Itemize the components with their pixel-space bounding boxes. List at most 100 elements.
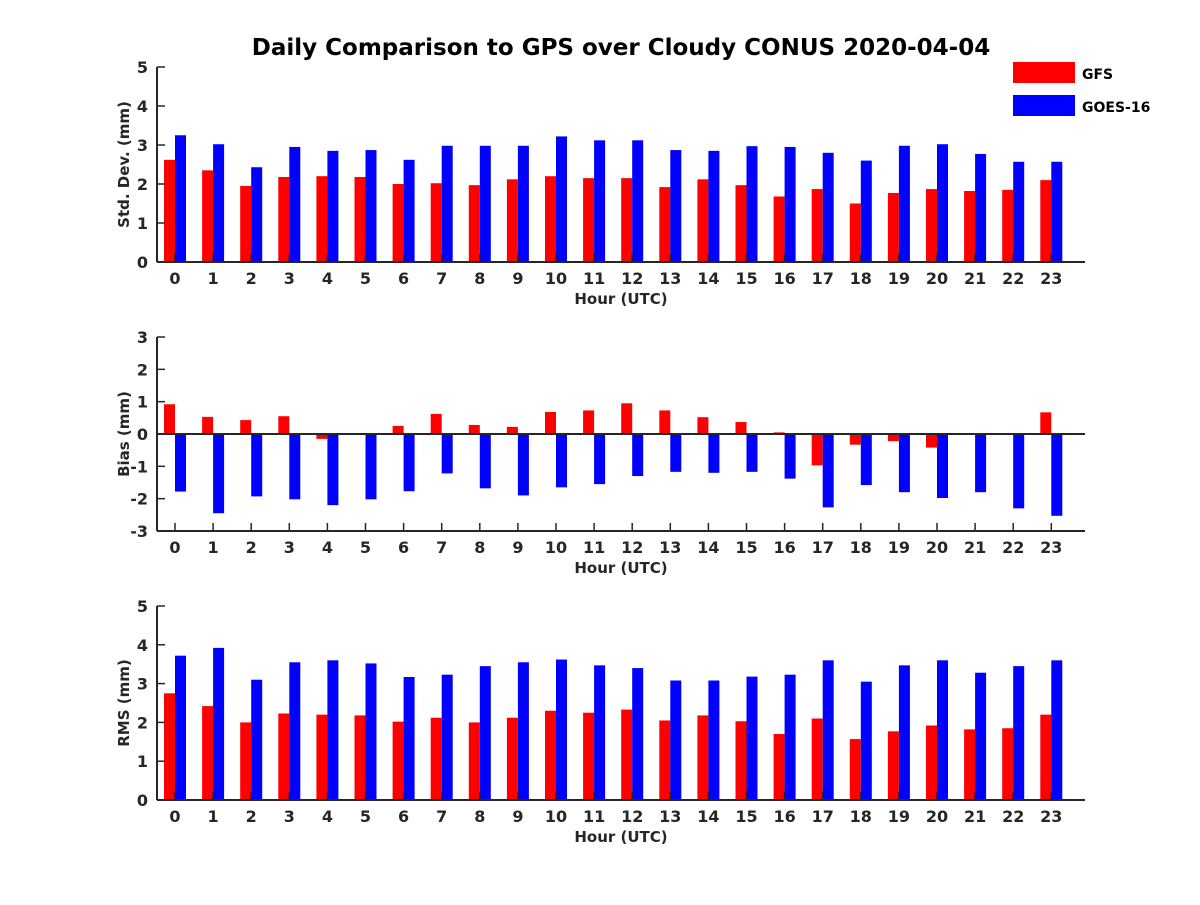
y-tick-label: 2 [137, 360, 148, 379]
bar-gfs-hour-5 [355, 177, 366, 262]
x-tick-label: 2 [246, 269, 257, 288]
bar-goes16-hour-17 [823, 153, 834, 262]
x-tick-label: 9 [512, 538, 523, 557]
x-tick-label: 22 [1002, 538, 1024, 557]
y-axis-label: RMS (mm) [115, 659, 133, 746]
y-tick-label: 1 [137, 214, 148, 233]
bar-goes16-hour-8 [480, 146, 491, 262]
x-tick-label: 23 [1040, 538, 1062, 557]
y-axis-label: Bias (mm) [115, 391, 133, 477]
bar-goes16-hour-4 [327, 434, 338, 505]
x-tick-label: 11 [583, 269, 605, 288]
bar-gfs-hour-16 [774, 734, 785, 800]
bar-goes16-hour-11 [594, 434, 605, 484]
bar-goes16-hour-10 [556, 136, 567, 262]
x-tick-label: 13 [659, 807, 681, 826]
x-tick-label: 16 [773, 538, 795, 557]
bar-goes16-hour-8 [480, 666, 491, 800]
bar-goes16-hour-23 [1051, 434, 1062, 516]
x-tick-label: 14 [697, 538, 719, 557]
x-tick-label: 20 [926, 538, 948, 557]
x-tick-label: 19 [888, 269, 910, 288]
x-tick-label: 10 [545, 538, 567, 557]
x-tick-label: 8 [474, 538, 485, 557]
bar-goes16-hour-6 [404, 160, 415, 262]
bar-goes16-hour-13 [670, 680, 681, 800]
bar-gfs-hour-20 [926, 726, 937, 800]
legend-label-goes16: GOES-16 [1082, 100, 1150, 116]
bar-goes16-hour-12 [632, 434, 643, 476]
y-tick-label: 3 [137, 675, 148, 694]
bar-goes16-hour-14 [708, 151, 719, 262]
bar-goes16-hour-23 [1051, 162, 1062, 262]
bar-gfs-hour-23 [1040, 412, 1051, 434]
bar-gfs-hour-17 [812, 189, 823, 262]
bar-goes16-hour-23 [1051, 660, 1062, 800]
bar-goes16-hour-2 [251, 680, 262, 800]
x-tick-label: 7 [436, 269, 447, 288]
x-tick-label: 9 [512, 807, 523, 826]
bar-gfs-hour-14 [697, 179, 708, 262]
x-tick-label: 23 [1040, 807, 1062, 826]
x-tick-label: 0 [169, 538, 180, 557]
bar-gfs-hour-19 [888, 434, 899, 441]
bar-goes16-hour-20 [937, 144, 948, 262]
x-tick-label: 12 [621, 807, 643, 826]
x-tick-label: 6 [398, 269, 409, 288]
x-tick-label: 14 [697, 807, 719, 826]
bar-gfs-hour-0 [164, 404, 175, 434]
bar-gfs-hour-11 [583, 713, 594, 800]
bar-gfs-hour-19 [888, 193, 899, 262]
bar-gfs-hour-15 [736, 721, 747, 800]
bar-goes16-hour-2 [251, 434, 262, 496]
bar-goes16-hour-11 [594, 665, 605, 800]
y-tick-label: 1 [137, 752, 148, 771]
x-tick-label: 22 [1002, 269, 1024, 288]
x-tick-label: 21 [964, 538, 986, 557]
bar-gfs-hour-18 [850, 204, 861, 263]
bar-goes16-hour-17 [823, 660, 834, 800]
x-tick-label: 17 [812, 807, 834, 826]
x-axis-label: Hour (UTC) [574, 290, 667, 308]
y-tick-label: 0 [137, 791, 148, 810]
bar-gfs-hour-14 [697, 715, 708, 800]
x-tick-label: 1 [208, 269, 219, 288]
x-tick-label: 0 [169, 807, 180, 826]
bar-gfs-hour-16 [774, 196, 785, 262]
y-tick-label: -2 [130, 490, 148, 509]
bar-gfs-hour-13 [659, 720, 670, 800]
bar-gfs-hour-15 [736, 185, 747, 262]
bar-goes16-hour-18 [861, 682, 872, 800]
x-tick-label: 8 [474, 807, 485, 826]
bar-goes16-hour-5 [366, 663, 377, 800]
bar-goes16-hour-6 [404, 434, 415, 491]
bar-goes16-hour-14 [708, 434, 719, 473]
bar-gfs-hour-0 [164, 693, 175, 800]
bar-gfs-hour-8 [469, 425, 480, 434]
bar-gfs-hour-23 [1040, 715, 1051, 800]
bar-gfs-hour-18 [850, 434, 861, 445]
x-tick-label: 10 [545, 807, 567, 826]
bar-gfs-hour-11 [583, 178, 594, 262]
bar-goes16-hour-18 [861, 434, 872, 485]
bar-goes16-hour-18 [861, 161, 872, 262]
bar-goes16-hour-7 [442, 146, 453, 262]
bar-goes16-hour-22 [1013, 162, 1024, 262]
bar-gfs-hour-20 [926, 434, 937, 448]
x-tick-label: 6 [398, 807, 409, 826]
bar-goes16-hour-19 [899, 665, 910, 800]
x-tick-label: 3 [284, 269, 295, 288]
bar-gfs-hour-5 [355, 715, 366, 800]
bar-gfs-hour-7 [431, 414, 442, 434]
x-tick-label: 7 [436, 807, 447, 826]
x-tick-label: 18 [850, 269, 872, 288]
bar-gfs-hour-7 [431, 183, 442, 262]
bar-goes16-hour-1 [213, 144, 224, 262]
x-tick-label: 15 [735, 269, 757, 288]
x-tick-label: 4 [322, 807, 333, 826]
bar-goes16-hour-22 [1013, 666, 1024, 800]
x-axis-label: Hour (UTC) [574, 559, 667, 577]
